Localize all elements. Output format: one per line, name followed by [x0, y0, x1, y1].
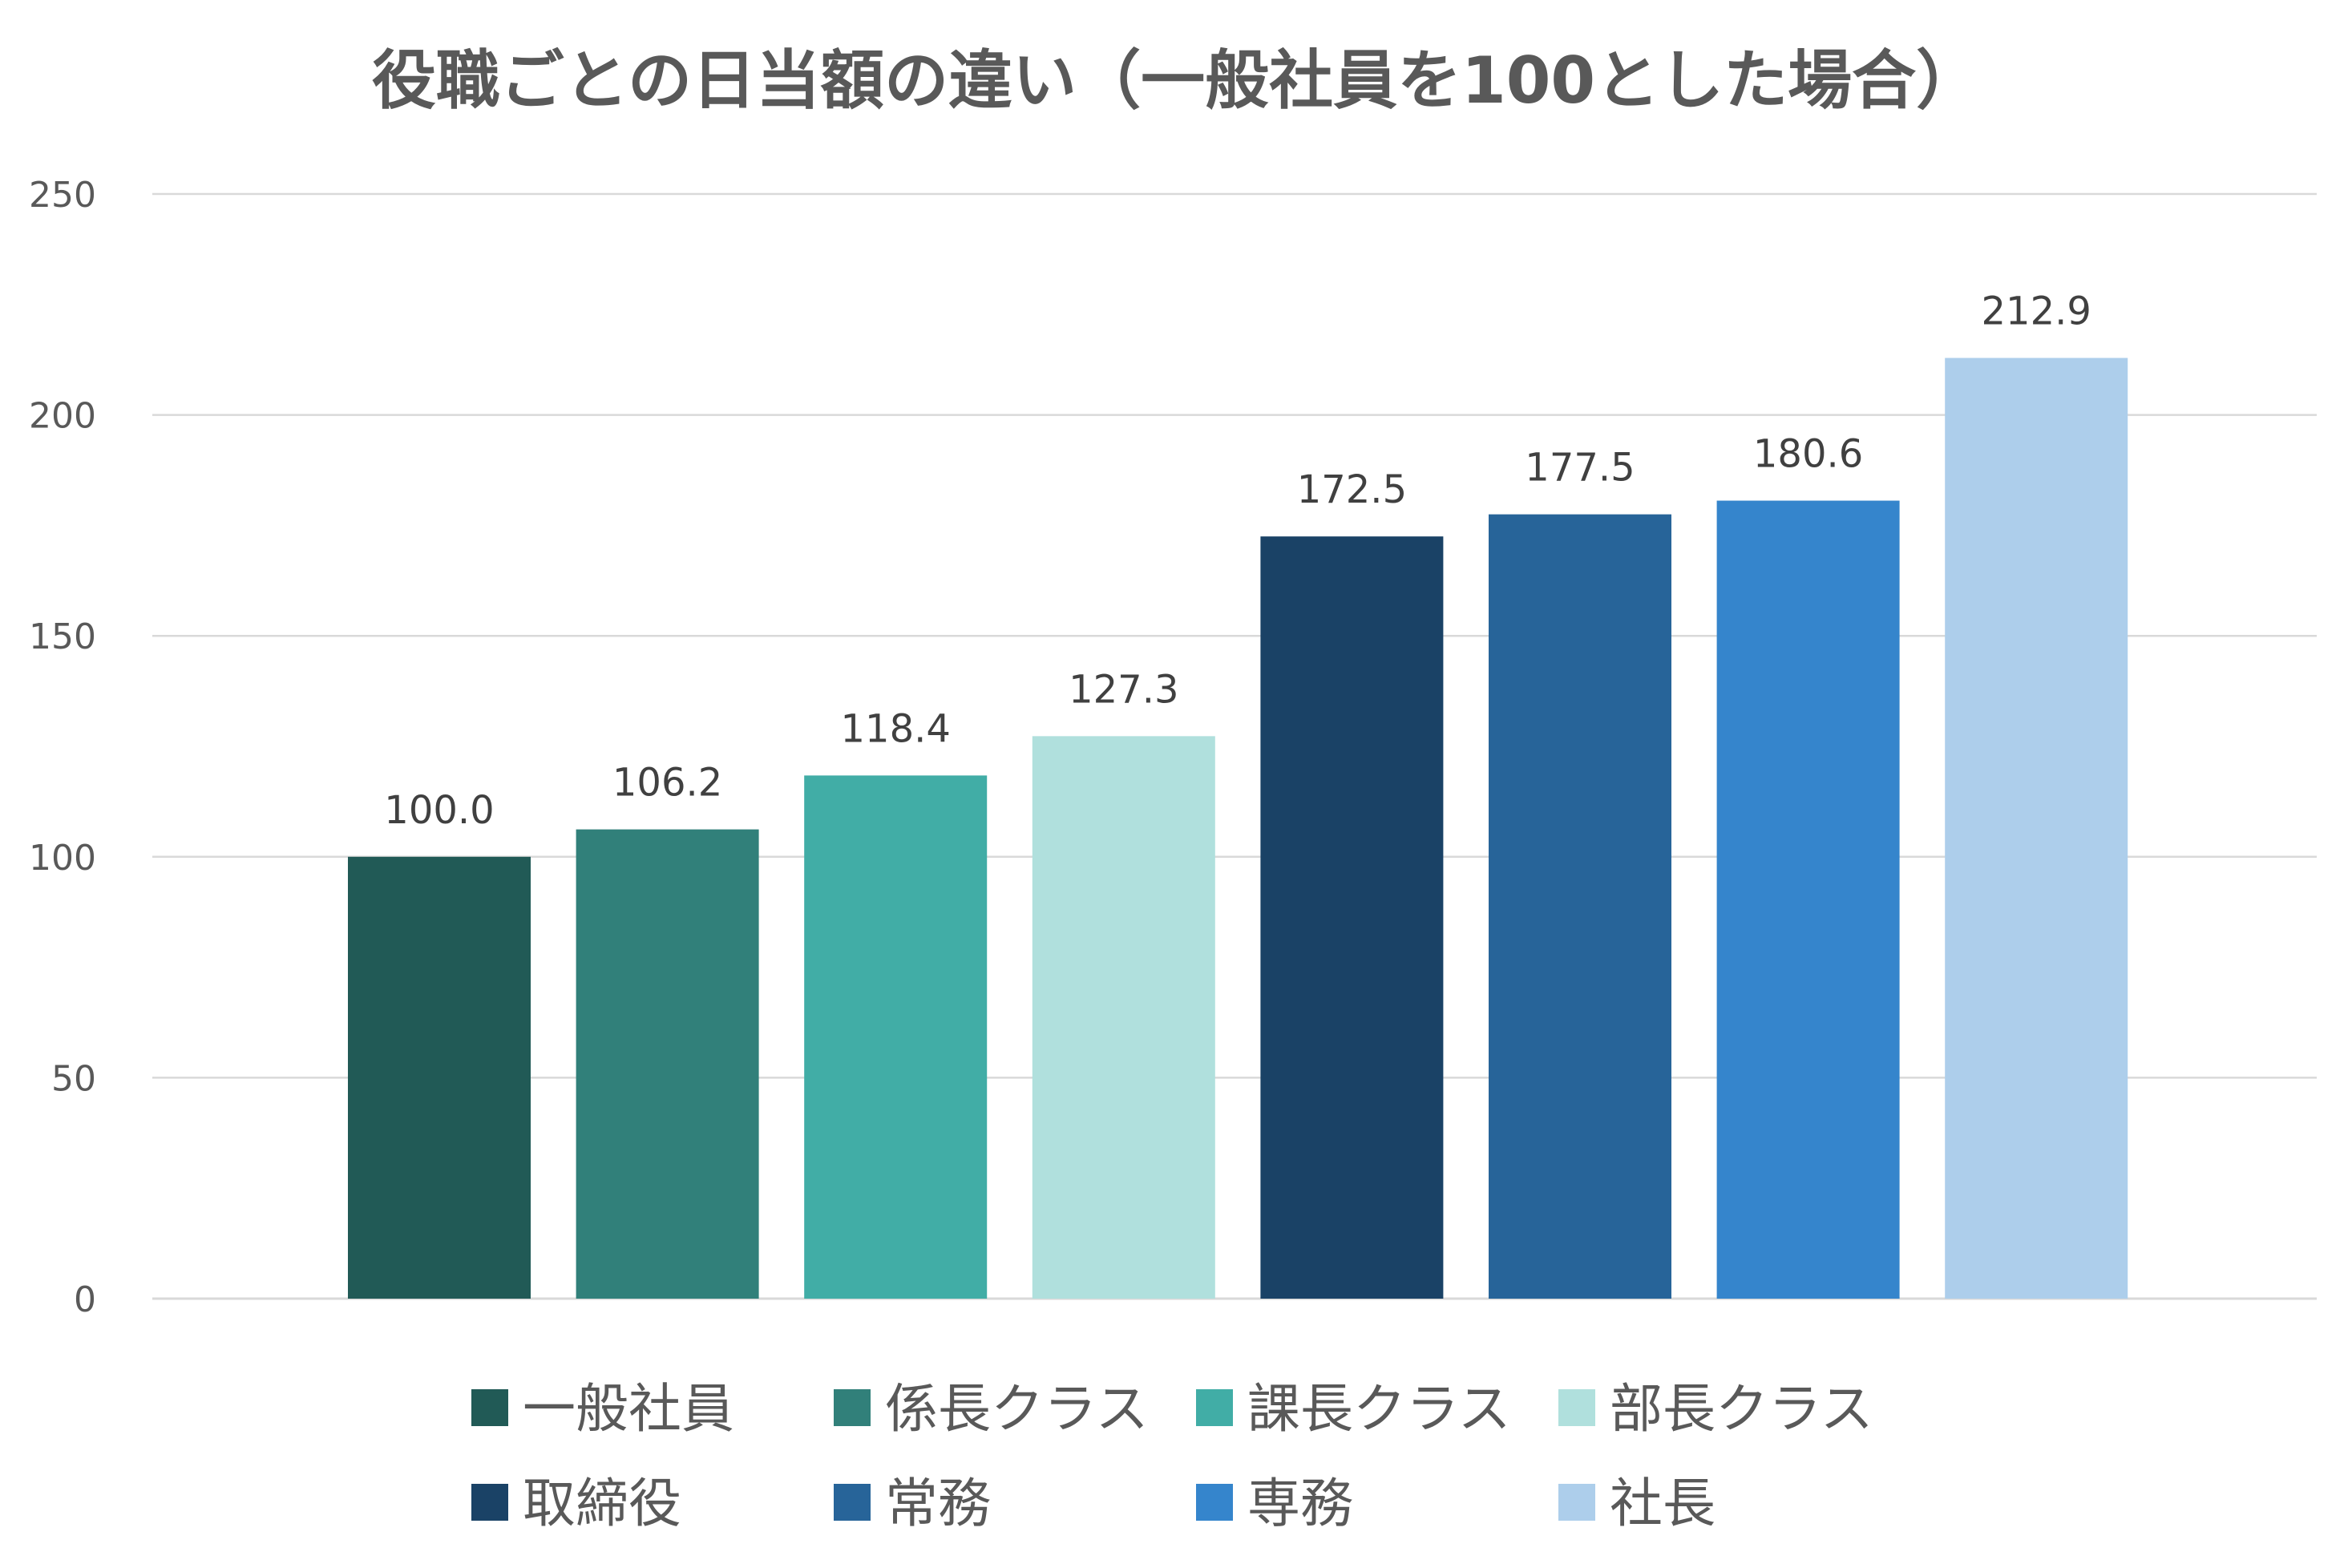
legend-swatch: [471, 1484, 508, 1521]
data-label: 172.5: [1297, 467, 1407, 512]
y-tick-label: 100: [29, 838, 96, 879]
bar[interactable]: [1945, 358, 2128, 1299]
data-label: 127.3: [1069, 667, 1178, 712]
bar[interactable]: [576, 829, 759, 1299]
legend-label: 課長クラス: [1247, 1378, 1511, 1440]
legend-label: 一般社員: [523, 1378, 734, 1440]
bar[interactable]: [1716, 500, 1900, 1299]
legend-swatch: [471, 1389, 508, 1426]
legend-item[interactable]: 一般社員: [471, 1378, 734, 1440]
bar[interactable]: [1489, 514, 1671, 1299]
y-tick-label: 250: [29, 175, 96, 216]
data-label: 177.5: [1525, 446, 1635, 491]
bar[interactable]: [348, 856, 531, 1299]
y-tick-label: 200: [29, 396, 96, 437]
data-labels: 100.0 106.2 118.4 127.3 172.5 177.5 180.6 212.9: [384, 289, 2091, 832]
y-tick-label: 150: [29, 616, 96, 657]
legend-item[interactable]: 常務: [834, 1473, 991, 1534]
y-axis-ticks: 0 50 100 150 200 250: [29, 175, 96, 1320]
legend-item[interactable]: 係長クラス: [834, 1378, 1149, 1440]
legend-item[interactable]: 取締役: [471, 1473, 681, 1534]
data-label: 100.0: [384, 788, 494, 833]
bars: [348, 358, 2128, 1299]
y-tick-label: 0: [74, 1279, 96, 1320]
legend-label: 専務: [1247, 1473, 1353, 1534]
legend-label: 部長クラス: [1610, 1378, 1873, 1440]
chart-title: 役職ごとの日当額の違い（一般社員を100とした場合）: [372, 43, 1980, 118]
data-label: 106.2: [612, 761, 722, 806]
legend-item[interactable]: 課長クラス: [1196, 1378, 1511, 1440]
legend-item[interactable]: 社長: [1558, 1473, 1716, 1534]
legend-swatch: [834, 1389, 871, 1426]
y-tick-label: 50: [51, 1058, 96, 1099]
legend-swatch: [834, 1484, 871, 1521]
data-label: 180.6: [1753, 432, 1863, 477]
legend-swatch: [1558, 1484, 1595, 1521]
bar[interactable]: [1032, 736, 1215, 1299]
legend-swatch: [1196, 1484, 1233, 1521]
data-label: 118.4: [840, 706, 950, 751]
legend-label: 係長クラス: [885, 1378, 1149, 1440]
bar[interactable]: [804, 775, 988, 1299]
legend-swatch: [1558, 1389, 1595, 1426]
legend-item[interactable]: 専務: [1196, 1473, 1353, 1534]
data-label: 212.9: [1981, 289, 2091, 333]
bar[interactable]: [1260, 536, 1444, 1299]
legend-label: 常務: [885, 1473, 991, 1534]
legend-swatch: [1196, 1389, 1233, 1426]
legend-label: 社長: [1610, 1473, 1716, 1534]
legend-label: 取締役: [523, 1473, 681, 1534]
legend-item[interactable]: 部長クラス: [1558, 1378, 1873, 1440]
